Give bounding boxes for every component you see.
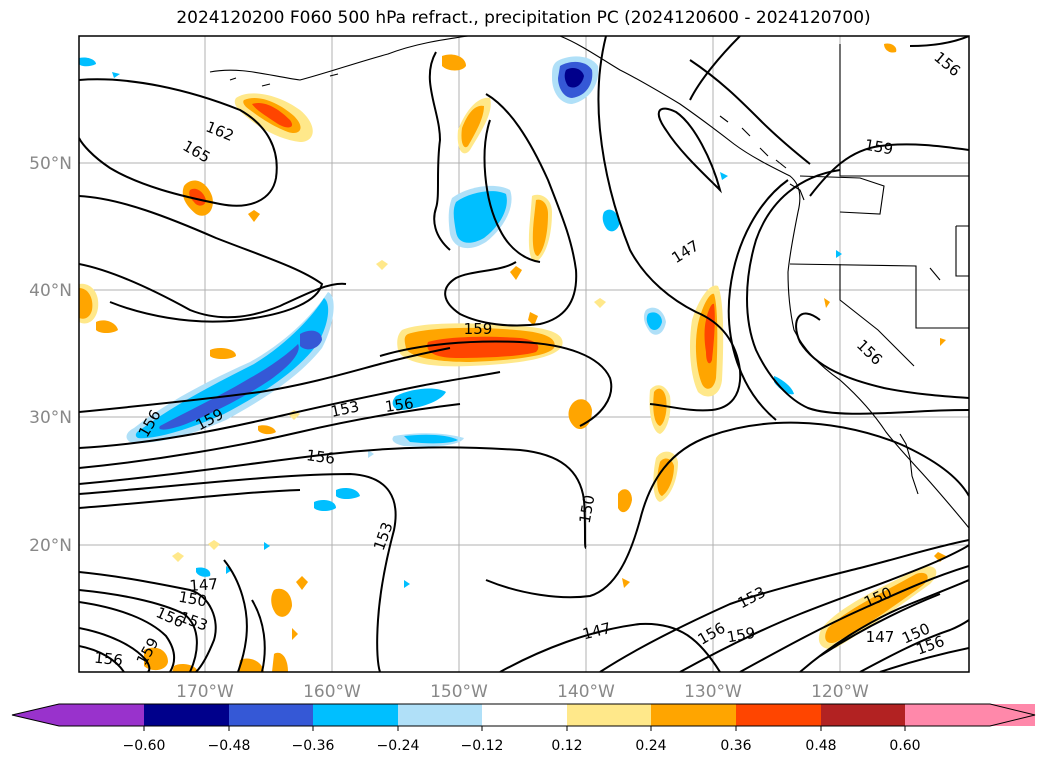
lon-label: 170°W bbox=[176, 682, 234, 702]
colorbar-outline bbox=[11, 703, 1036, 727]
lon-label: 120°W bbox=[811, 682, 869, 702]
colorbar-bin bbox=[736, 704, 821, 726]
contour-label: 153 bbox=[370, 520, 397, 553]
contour-label: 162 bbox=[203, 118, 236, 145]
colorbar-bin bbox=[821, 704, 905, 726]
contour-label: 150 bbox=[177, 588, 208, 611]
colorbar-left-extension bbox=[12, 704, 59, 726]
lon-label: 130°W bbox=[684, 682, 742, 702]
contour-label: 147 bbox=[866, 628, 895, 646]
map-frame bbox=[78, 35, 970, 673]
contour-label: 153 bbox=[735, 583, 769, 612]
colorbar-bin bbox=[313, 704, 398, 726]
colorbar: −0.60 −0.48 −0.36 −0.24 −0.12 0.12 0.24 … bbox=[11, 703, 1036, 754]
contour-label: 156 bbox=[853, 336, 886, 369]
colorbar-bin bbox=[144, 704, 229, 726]
lat-label: 40°N bbox=[29, 281, 72, 301]
contour-label: 156 bbox=[384, 394, 415, 416]
colorbar-bin bbox=[482, 704, 567, 726]
colorbar-bin bbox=[398, 704, 482, 726]
colorbar-bin bbox=[651, 704, 736, 726]
colorbar-tick-label: 0.12 bbox=[551, 738, 582, 754]
map-title: 2024120200 F060 500 hPa refract., precip… bbox=[176, 8, 871, 28]
contour-label: 150 bbox=[576, 493, 599, 524]
colorbar-bin bbox=[567, 704, 651, 726]
coastlines bbox=[209, 36, 969, 529]
lat-label: 30°N bbox=[29, 408, 72, 428]
lon-label: 140°W bbox=[557, 682, 615, 702]
latitude-labels: 50°N 40°N 30°N 20°N bbox=[29, 154, 72, 556]
colorbar-right-tip bbox=[905, 704, 1035, 726]
contour-label: 156 bbox=[930, 48, 964, 80]
contour-label: 165 bbox=[180, 137, 214, 167]
colorbar-tick-label: −0.60 bbox=[123, 738, 166, 754]
colorbar-tick-label: −0.12 bbox=[461, 738, 504, 754]
height-contours bbox=[79, 36, 969, 672]
colorbar-tick-label: 0.48 bbox=[805, 738, 836, 754]
colorbar-bin bbox=[229, 704, 313, 726]
contour-label: 156 bbox=[93, 649, 123, 670]
longitude-labels: 170°W 160°W 150°W 140°W 130°W 120°W bbox=[176, 682, 869, 702]
colorbar-tick-label: −0.48 bbox=[208, 738, 251, 754]
contour-label: 153 bbox=[329, 397, 361, 421]
colorbar-tick-label: 0.24 bbox=[635, 738, 666, 754]
contour-label: 156 bbox=[305, 446, 336, 468]
lat-label: 50°N bbox=[29, 154, 72, 174]
colorbar-tick-label: −0.36 bbox=[292, 738, 335, 754]
contour-label: 159 bbox=[725, 624, 756, 647]
contour-label: 156 bbox=[153, 603, 186, 631]
precip-negative-areas bbox=[79, 56, 842, 588]
contour-label: 159 bbox=[464, 320, 493, 338]
lat-label: 20°N bbox=[29, 536, 72, 556]
colorbar-bin bbox=[59, 704, 144, 726]
contour-label: 159 bbox=[863, 136, 894, 159]
contour-label: 147 bbox=[189, 575, 219, 595]
colorbar-tick-label: −0.24 bbox=[377, 738, 420, 754]
lon-label: 160°W bbox=[303, 682, 361, 702]
colorbar-tick-label: 0.60 bbox=[889, 738, 920, 754]
contour-label: 147 bbox=[668, 237, 702, 267]
colorbar-ticks bbox=[143, 726, 906, 731]
colorbar-tick-label: 0.36 bbox=[720, 738, 751, 754]
lon-label: 150°W bbox=[430, 682, 488, 702]
